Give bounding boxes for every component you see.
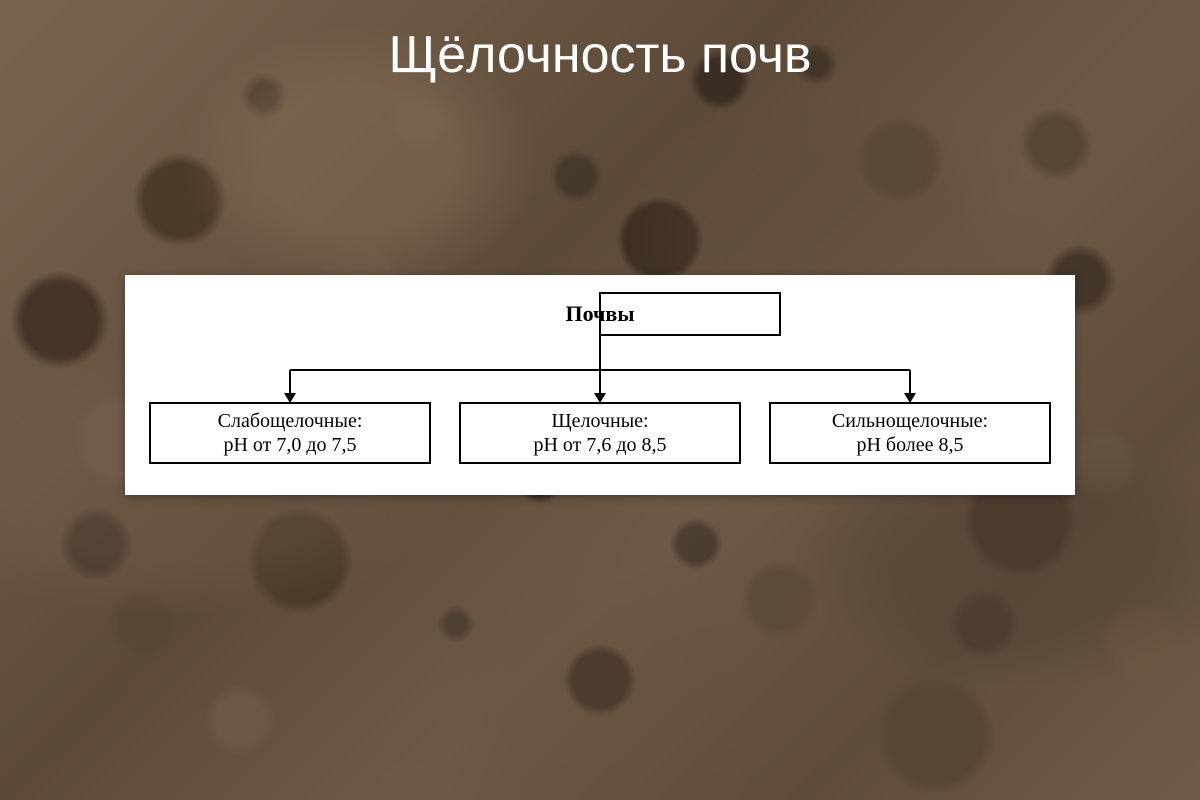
child-node-3-line2: рН более 8,5 [856, 434, 963, 456]
child-node-2-line2: рН от 7,6 до 8,5 [533, 434, 666, 456]
root-node-label: Почвы [565, 301, 634, 326]
child-node-1-line1: Слабощелочные: [218, 410, 363, 432]
tree-diagram: Почвы Слабощелочные: рН от 7,0 до 7,5 Ще… [125, 275, 1075, 495]
child-node-1-line2: рН от 7,0 до 7,5 [223, 434, 356, 456]
child-node-3-line1: Сильнощелочные: [832, 410, 988, 432]
child-node-2-line1: Щелочные: [551, 410, 648, 432]
page-title: Щёлочность почв [0, 25, 1200, 85]
connector-arrow-2 [594, 393, 606, 403]
connector-arrow-1 [284, 393, 296, 403]
diagram-panel: Почвы Слабощелочные: рН от 7,0 до 7,5 Ще… [125, 275, 1075, 495]
connector-arrow-3 [904, 393, 916, 403]
